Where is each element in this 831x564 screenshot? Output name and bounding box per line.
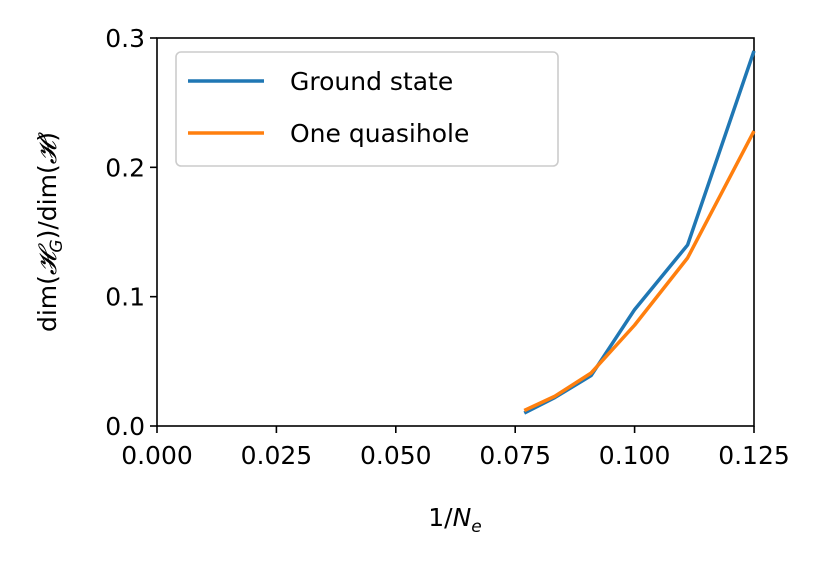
- series-layer: [523, 50, 756, 415]
- y-tick-label: 0.3: [105, 24, 145, 53]
- axes-frame: [156, 37, 755, 427]
- y-axis-title-pre: dim(: [33, 275, 62, 332]
- x-axis-title-sub: e: [471, 517, 481, 537]
- plot-area: 0.000 0.025 0.050 0.075 0.100 0.125 0.0 0.1 0.2…: [105, 24, 790, 470]
- x-axis-title: 1/Ne: [428, 503, 482, 537]
- x-tick-label: 0.050: [360, 441, 432, 470]
- legend-label-one-quasihole: One quasihole: [290, 119, 469, 148]
- y-axis-title-end: ): [33, 132, 62, 142]
- series-line-one-quasihole: [523, 130, 756, 413]
- x-tick-label: 0.075: [479, 441, 551, 470]
- y-axis-title: dim(𝓗G)/dim(𝓗): [33, 131, 67, 332]
- x-axis-title-var: N: [453, 503, 472, 532]
- y-tick-label: 0.0: [105, 412, 145, 441]
- y-tick-label: 0.1: [105, 283, 145, 312]
- x-axis-ticks: 0.000 0.025 0.050 0.075 0.100 0.125: [121, 426, 790, 470]
- x-tick-label: 0.025: [241, 441, 313, 470]
- y-axis-title-post: )/dim(: [33, 164, 62, 239]
- y-axis-ticks: 0.0 0.1 0.2 0.3: [105, 24, 157, 441]
- legend-label-ground-state: Ground state: [290, 67, 453, 96]
- legend: Ground state One quasihole: [175, 51, 559, 167]
- y-tick-label: 0.2: [105, 153, 145, 182]
- legend-box: [175, 51, 559, 167]
- y-axis-title-sub: G: [47, 239, 67, 252]
- x-axis-title-base: 1/: [428, 503, 453, 532]
- x-tick-label: 0.100: [599, 441, 671, 470]
- x-tick-label: 0.000: [121, 441, 193, 470]
- x-tick-label: 0.125: [718, 441, 790, 470]
